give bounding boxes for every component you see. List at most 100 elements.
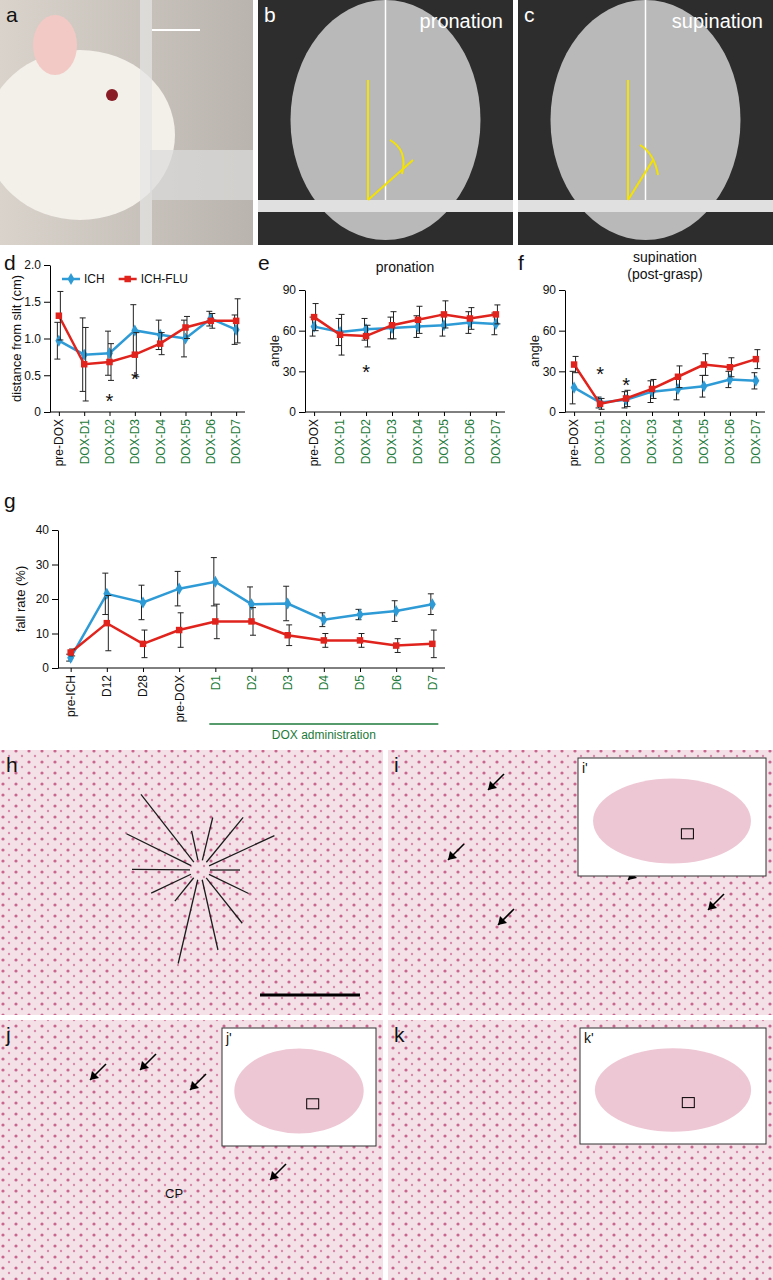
photo-subject	[33, 15, 77, 75]
tick: 90	[543, 283, 565, 297]
error-bar-cap	[232, 344, 238, 345]
panel-label: j	[5, 1023, 11, 1046]
plot-area	[66, 558, 437, 664]
tick-mark	[704, 412, 705, 416]
panel-label: g	[4, 489, 16, 512]
tick-mark	[444, 412, 445, 416]
error-bar-cap	[105, 650, 111, 651]
series	[56, 291, 241, 401]
legend-marker	[124, 276, 130, 282]
marker	[700, 380, 707, 392]
tick-mark	[756, 412, 757, 416]
tick-label: DOX-D5	[179, 419, 193, 465]
error-bar-cap	[395, 638, 401, 639]
error-bar-cap	[209, 328, 215, 329]
photo-subject	[106, 89, 118, 101]
tick-mark	[185, 412, 186, 416]
tick-mark	[143, 668, 144, 672]
inset-label: i'	[582, 760, 588, 776]
arrow-head	[708, 901, 717, 910]
tick-label: DOX-D4	[671, 419, 685, 465]
inset-section	[593, 779, 751, 864]
tick-mark	[135, 412, 136, 416]
tick: D3	[281, 668, 295, 690]
tick: D6	[390, 668, 404, 690]
tick-label: D5	[353, 675, 367, 691]
error-bar-cap	[728, 357, 734, 358]
photo-caption: supination	[672, 10, 763, 32]
error-bar-cap	[105, 331, 111, 332]
error-bar-cap	[159, 354, 165, 355]
image-panel: supinationc	[518, 0, 773, 245]
error-bar-cap	[283, 586, 289, 587]
tick-label: DOX-D1	[593, 419, 607, 465]
error-bar-cap	[494, 304, 500, 305]
tick-mark	[44, 375, 50, 376]
error-bar-cap	[416, 306, 422, 307]
image-panel: i'i	[388, 750, 773, 1015]
error-bar-cap	[235, 298, 241, 299]
error-bar-cap	[102, 614, 108, 615]
distance-arrow	[152, 29, 200, 31]
arrow-head	[270, 1171, 279, 1180]
tick-mark	[366, 412, 367, 416]
labelled-axon	[175, 878, 194, 901]
error-bar-cap	[648, 402, 654, 403]
error-bar-cap	[596, 407, 602, 408]
marker	[131, 324, 138, 336]
error-bar-cap	[156, 320, 162, 321]
panel-label: e	[258, 251, 270, 274]
marker	[157, 329, 164, 341]
error-bar-cap	[392, 600, 398, 601]
tick: DOX-D7	[229, 412, 243, 464]
tick-mark	[44, 412, 50, 413]
labelled-axon	[206, 878, 242, 923]
tick-label: DOX-D3	[645, 419, 659, 465]
tick: D7	[426, 668, 440, 690]
tick-label: pre-DOX	[173, 675, 187, 722]
chart: 010203040pre-ICHD12D28pre-DOXD1D2D3D4D5D…	[4, 489, 445, 742]
error-bar-cap	[491, 334, 497, 335]
error-bar-cap	[206, 311, 212, 312]
tick-label: 60	[543, 324, 557, 338]
angle-line	[627, 80, 629, 200]
marker	[56, 312, 62, 318]
error-bar-cap	[676, 365, 682, 366]
marker	[157, 340, 163, 346]
tick-label: D6	[390, 675, 404, 691]
tick-mark	[626, 412, 627, 416]
tick-label: DOX-D2	[103, 419, 117, 465]
labelled-axon	[209, 874, 249, 893]
tick: 10	[36, 627, 58, 641]
series	[66, 558, 436, 664]
angle-line	[367, 80, 369, 200]
panel-label: d	[4, 251, 16, 274]
tick: DOX-D2	[103, 412, 117, 464]
image-panel: CPj'j	[0, 1020, 383, 1280]
tick-mark	[470, 412, 471, 416]
labelled-axon	[178, 880, 198, 964]
tick-label: DOX-D2	[619, 419, 633, 465]
error-bar-cap	[442, 300, 448, 301]
tick-mark	[559, 331, 565, 332]
tick: DOX-D7	[749, 412, 763, 464]
marker	[493, 311, 499, 317]
tick-mark	[160, 412, 161, 416]
error-bar-cap	[133, 332, 139, 333]
axis-line	[305, 291, 306, 413]
error-bar-cap	[676, 387, 682, 388]
tick-label: DOX-D7	[489, 419, 503, 465]
tick: 20	[36, 592, 58, 606]
axis-line	[50, 412, 245, 413]
arrow	[90, 1064, 106, 1080]
error-bar-cap	[214, 604, 220, 605]
image-panel: k'k	[388, 1020, 773, 1280]
marker	[727, 364, 733, 370]
tick: DOX-D4	[671, 412, 685, 464]
micrograph	[388, 750, 773, 1015]
error-bar-cap	[141, 630, 147, 631]
tick-label: DOX-D6	[463, 419, 477, 465]
axis-line	[58, 531, 59, 669]
error-bar-cap	[465, 311, 471, 312]
tick-label: DOX-D5	[697, 419, 711, 465]
